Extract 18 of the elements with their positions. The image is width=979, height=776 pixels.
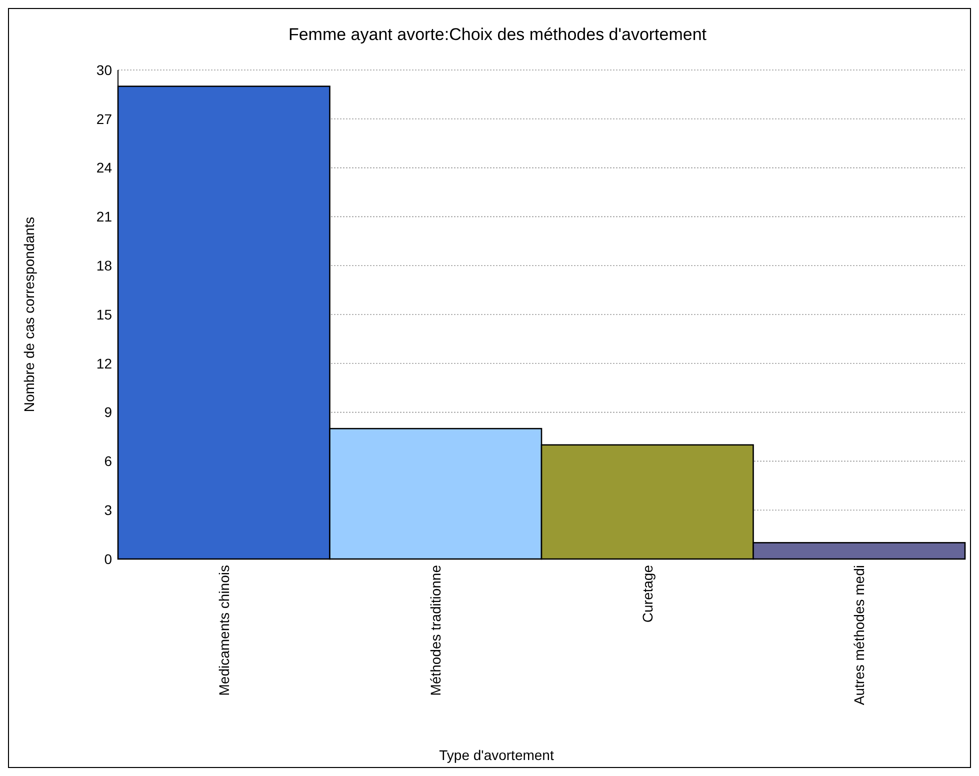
y-tick-label: 3 xyxy=(104,502,112,518)
y-tick-label: 12 xyxy=(96,355,112,372)
x-tick-label: Medicaments chinois xyxy=(216,565,232,696)
chart-title: Femme ayant avorte:Choix des méthodes d'avortement xyxy=(288,25,707,44)
y-tick-label: 30 xyxy=(96,62,112,78)
y-tick-label: 9 xyxy=(104,404,112,420)
x-axis-title: Type d'avortement xyxy=(439,747,554,763)
x-tick-label: Méthodes traditionne xyxy=(428,564,444,696)
x-tick-label: Curetage xyxy=(639,564,656,623)
y-tick-label: 27 xyxy=(96,110,112,127)
y-tick-label: 15 xyxy=(96,306,112,322)
x-tick-label: Autres méthodes medi xyxy=(851,565,868,706)
y-tick-label: 0 xyxy=(104,550,112,567)
y-tick-label: 6 xyxy=(104,453,112,470)
y-tick-label: 24 xyxy=(96,160,112,176)
y-axis-title: Nombre de cas correspondants xyxy=(21,216,37,412)
y-tick-label: 21 xyxy=(96,208,112,225)
y-tick-label: 18 xyxy=(96,258,112,274)
